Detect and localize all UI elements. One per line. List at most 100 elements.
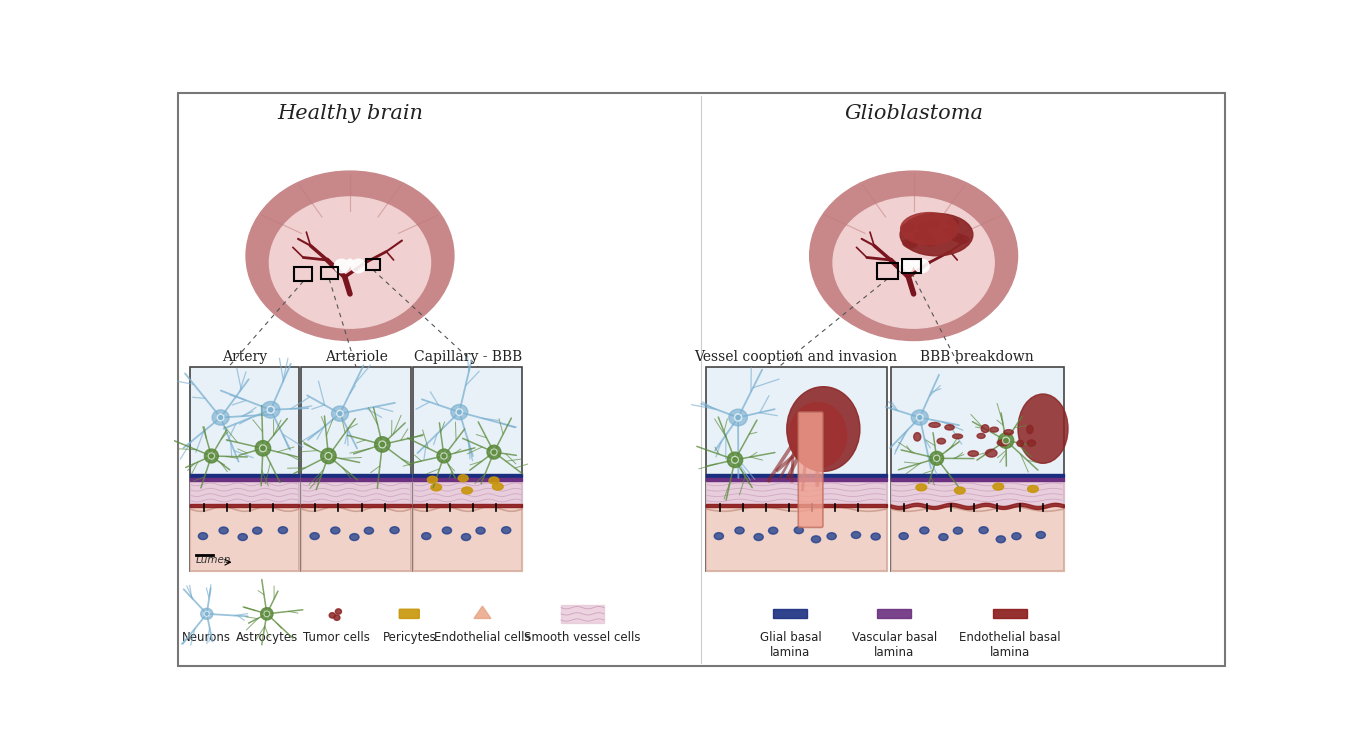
Ellipse shape [218,414,224,421]
Ellipse shape [379,441,386,448]
Bar [413,478,523,481]
Ellipse shape [264,611,269,617]
Ellipse shape [1016,441,1023,447]
Ellipse shape [198,532,208,540]
Ellipse shape [261,402,280,418]
Bar [190,508,300,572]
Ellipse shape [442,527,451,534]
Ellipse shape [754,534,763,541]
Bar [301,368,410,572]
Ellipse shape [337,411,343,417]
Ellipse shape [440,453,447,459]
Ellipse shape [997,440,1008,446]
Bar [301,508,410,572]
Ellipse shape [871,533,880,540]
Ellipse shape [933,455,940,462]
Ellipse shape [253,527,261,534]
Bar [773,609,807,618]
Bar [413,368,523,572]
Ellipse shape [246,171,454,341]
Ellipse shape [238,534,248,541]
Ellipse shape [1027,440,1036,446]
Bar [365,259,380,270]
Ellipse shape [461,487,472,494]
Ellipse shape [201,608,213,620]
Ellipse shape [219,527,228,534]
Ellipse shape [928,220,940,227]
Ellipse shape [488,477,499,484]
Ellipse shape [851,532,860,538]
Ellipse shape [917,484,926,491]
Text: Vascular basal
lamina: Vascular basal lamina [852,631,937,659]
Ellipse shape [969,450,978,456]
Ellipse shape [267,406,275,414]
Ellipse shape [899,532,908,540]
Ellipse shape [732,456,739,463]
Ellipse shape [334,615,341,620]
Bar [301,481,410,505]
Bar [706,474,886,478]
Bar [190,481,300,505]
Ellipse shape [219,416,223,420]
Ellipse shape [938,534,948,541]
Ellipse shape [431,484,442,491]
Bar [706,505,886,508]
Ellipse shape [911,410,929,425]
Ellipse shape [915,259,929,273]
Ellipse shape [492,484,503,490]
Ellipse shape [911,259,917,266]
Ellipse shape [421,532,431,540]
Text: Pericytes: Pericytes [383,631,436,644]
Bar [706,508,886,572]
Ellipse shape [278,526,287,534]
Ellipse shape [937,438,945,444]
Bar [301,478,410,481]
Ellipse shape [833,197,995,328]
Bar [301,474,410,478]
Ellipse shape [212,410,228,425]
Ellipse shape [427,476,438,484]
Ellipse shape [985,449,997,457]
Ellipse shape [981,425,989,432]
Ellipse shape [205,612,208,615]
Ellipse shape [914,232,926,240]
Ellipse shape [502,526,510,534]
Bar [301,505,410,508]
Ellipse shape [795,526,803,534]
Ellipse shape [977,433,985,438]
Ellipse shape [729,409,747,426]
Ellipse shape [268,408,272,412]
Text: Glial basal
lamina: Glial basal lamina [759,631,821,659]
Text: Capillary - BBB: Capillary - BBB [413,350,523,363]
Bar [190,505,300,508]
Ellipse shape [993,484,1004,490]
Text: Lumen: Lumen [196,555,231,566]
Ellipse shape [930,451,944,465]
Ellipse shape [265,612,268,616]
Ellipse shape [900,213,958,245]
Ellipse shape [956,235,969,243]
Ellipse shape [338,412,342,416]
Ellipse shape [204,611,209,617]
Bar [190,478,300,481]
Ellipse shape [209,454,213,458]
Bar [903,259,921,273]
Ellipse shape [714,532,724,540]
Ellipse shape [208,453,215,459]
Bar [561,605,605,623]
Ellipse shape [917,414,923,421]
Ellipse shape [934,456,938,460]
Ellipse shape [810,171,1018,341]
Ellipse shape [902,224,915,232]
Bar [891,478,1064,481]
Ellipse shape [900,214,973,256]
Bar [294,268,312,281]
Bar [877,609,911,618]
FancyBboxPatch shape [399,609,419,618]
Ellipse shape [457,411,461,414]
Ellipse shape [1012,532,1021,540]
Bar [413,505,523,508]
Ellipse shape [204,449,219,463]
Ellipse shape [491,449,497,455]
Ellipse shape [331,527,339,534]
